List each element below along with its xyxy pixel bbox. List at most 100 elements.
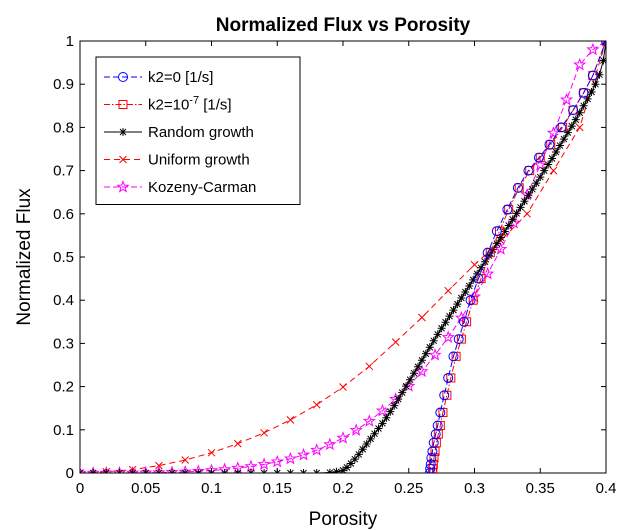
data-point [350, 455, 359, 464]
data-point [349, 423, 363, 436]
data-point [432, 420, 443, 431]
data-point [559, 135, 568, 144]
y-tick-label: 0.6 [53, 206, 74, 223]
data-point [470, 260, 479, 269]
data-point [591, 80, 600, 89]
data-point [583, 94, 592, 103]
data-point [461, 287, 470, 296]
data-point [575, 108, 584, 117]
data-point [571, 115, 580, 124]
data-point [533, 152, 544, 163]
data-point [454, 310, 468, 324]
data-point [528, 185, 537, 194]
data-point [391, 338, 400, 346]
data-point [257, 457, 271, 470]
legend-label: Random growth [148, 124, 254, 141]
series-line [429, 41, 606, 473]
data-point [406, 375, 415, 384]
data-point [426, 452, 437, 463]
data-point [516, 203, 525, 212]
data-point [548, 154, 557, 163]
data-point [378, 419, 387, 428]
data-point [86, 466, 100, 473]
data-point [523, 209, 531, 218]
data-point [441, 330, 455, 343]
data-point [366, 434, 375, 443]
series-2 [80, 41, 606, 473]
data-point [549, 166, 558, 175]
data-point [310, 443, 324, 456]
y-tick-label: 1 [66, 33, 74, 50]
data-point [496, 233, 505, 242]
y-tick-label: 0.4 [53, 292, 74, 309]
data-point [437, 324, 446, 333]
data-point [394, 395, 403, 404]
data-point [296, 447, 311, 461]
legend-swatch-marker [118, 72, 128, 82]
y-axis-label: Normalized Flux [14, 188, 35, 326]
data-point [207, 448, 216, 457]
data-point [552, 148, 561, 157]
data-point [181, 456, 190, 464]
data-point [80, 466, 87, 473]
data-point [507, 215, 521, 229]
legend-label: k2=0 [1/s] [148, 69, 213, 86]
data-point [512, 182, 523, 193]
y-tick-label: 0.1 [53, 422, 74, 439]
data-point [152, 465, 166, 473]
data-point [283, 451, 297, 465]
legend-swatch-marker [119, 155, 127, 164]
data-point [382, 413, 391, 422]
data-point [586, 42, 600, 56]
data-point [481, 257, 490, 266]
data-point [99, 466, 113, 473]
data-point [354, 450, 363, 459]
y-tick-label: 0.9 [53, 76, 74, 93]
x-tick-label: 0.2 [333, 480, 354, 497]
data-point [370, 429, 379, 438]
data-point [441, 318, 450, 327]
axis-ticks: 0 0.05 0.1 0.15 0.2 0.25 0.3 0.35 0.4 0 0.1 0.2 0.3 0… [53, 33, 616, 497]
data-point [325, 468, 334, 473]
legend: k2=0 [1/s] k2=10-7 [1/s] Random growth Unif… [95, 56, 301, 205]
data-point [155, 461, 163, 470]
data-point [362, 414, 376, 427]
y-tick-label: 0.7 [53, 163, 74, 180]
data-point [425, 459, 436, 470]
data-point [520, 197, 529, 206]
data-point [587, 87, 596, 96]
data-point [421, 349, 430, 358]
data-point [342, 463, 351, 472]
data-point [339, 466, 347, 473]
data-point [544, 160, 553, 169]
data-point [524, 191, 533, 200]
data-point [469, 275, 478, 284]
data-point [533, 158, 547, 171]
data-point [484, 251, 493, 260]
data-point [453, 334, 464, 345]
x-axis-label: Porosity [309, 509, 378, 530]
data-point [465, 295, 476, 306]
data-point [444, 286, 453, 295]
legend-label: Uniform growth [148, 152, 250, 169]
data-point [502, 204, 513, 215]
data-point [492, 239, 501, 248]
data-point [410, 369, 419, 378]
data-point [595, 70, 604, 79]
data-point [336, 431, 350, 444]
data-point [579, 101, 588, 110]
legend-item: Random growth [104, 124, 254, 141]
data-point [270, 454, 284, 468]
data-point [599, 56, 606, 65]
data-point [346, 459, 355, 468]
x-tick-label: 0.35 [526, 480, 555, 497]
series-0 [424, 41, 606, 473]
data-point [332, 467, 341, 473]
data-point [559, 92, 574, 106]
chart-title: Normalized Flux vs Porosity [216, 15, 471, 36]
data-point [439, 390, 450, 401]
x-tick-label: 0.1 [201, 480, 222, 497]
y-tick-label: 0.5 [53, 249, 74, 266]
